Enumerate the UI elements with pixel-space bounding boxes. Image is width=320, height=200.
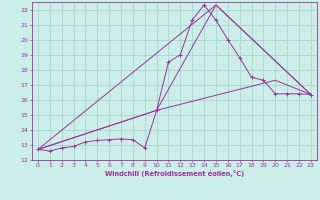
X-axis label: Windchill (Refroidissement éolien,°C): Windchill (Refroidissement éolien,°C) xyxy=(105,170,244,177)
